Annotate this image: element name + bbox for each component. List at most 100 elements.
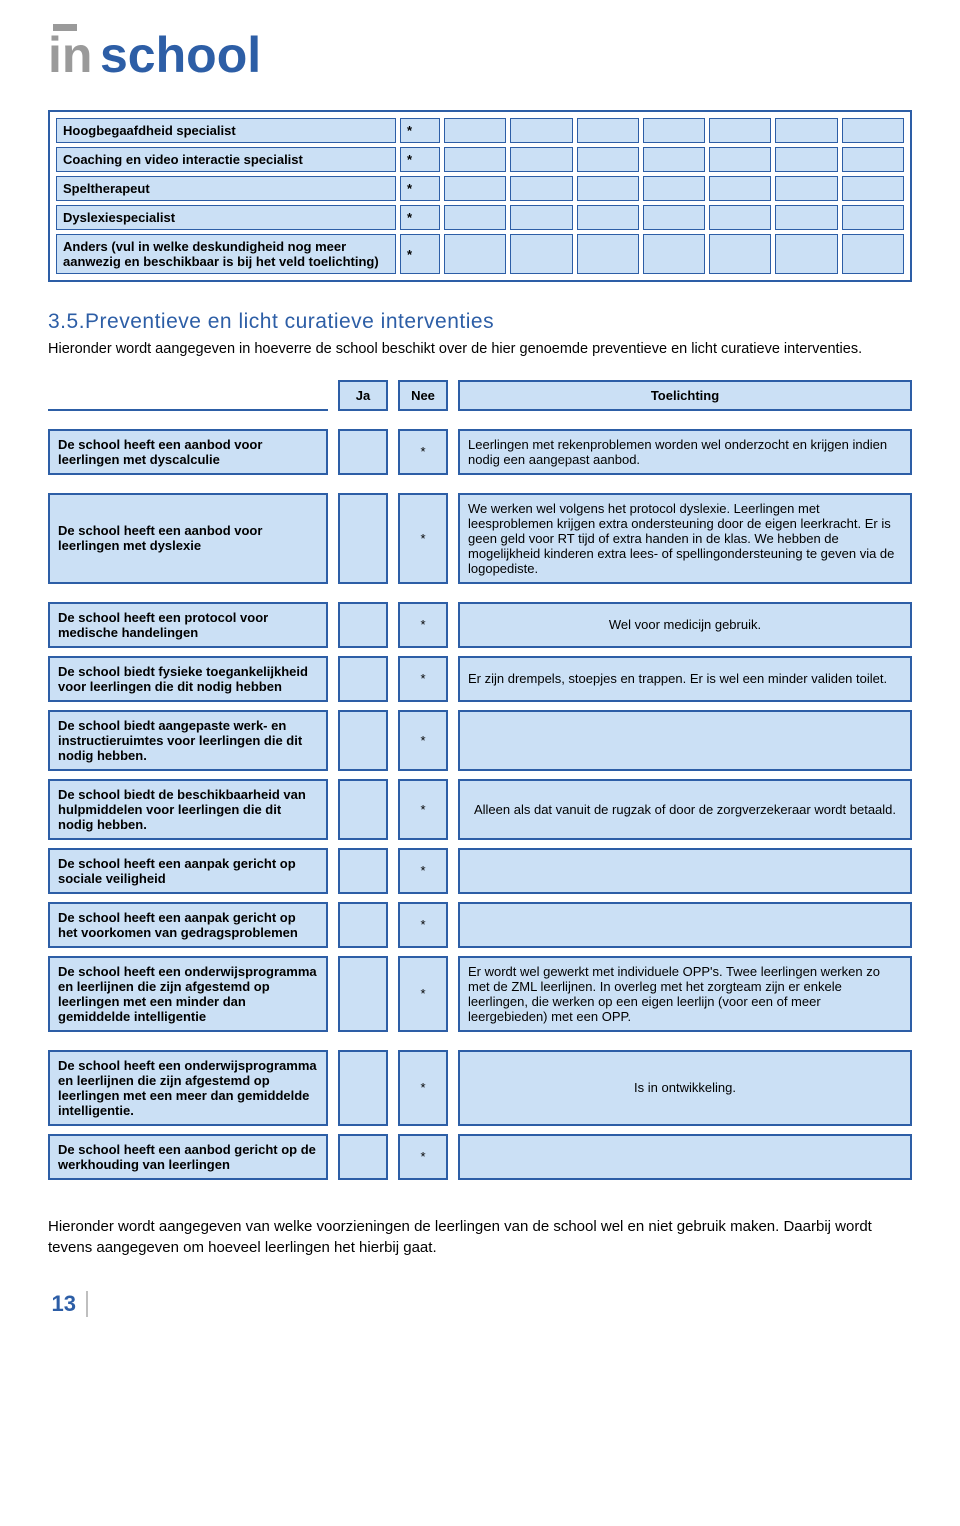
intervention-explanation: Is in ontwikkeling. bbox=[458, 1050, 912, 1126]
expertise-mark: * bbox=[400, 234, 440, 274]
intervention-ja bbox=[338, 956, 388, 1032]
intervention-row: De school heeft een onderwijsprogramma e… bbox=[48, 956, 912, 1032]
inschool-logo: in school bbox=[48, 24, 338, 82]
intervention-question: De school heeft een aanbod voor leerling… bbox=[48, 429, 328, 475]
intervention-row: De school biedt aangepaste werk- en inst… bbox=[48, 710, 912, 771]
intervention-ja bbox=[338, 656, 388, 702]
expertise-blank-cell bbox=[444, 118, 506, 143]
intervention-question: De school heeft een onderwijsprogramma e… bbox=[48, 956, 328, 1032]
expertise-mark: * bbox=[400, 147, 440, 172]
intervention-row: De school biedt fysieke toegankelijkheid… bbox=[48, 656, 912, 702]
intervention-nee: * bbox=[398, 429, 448, 475]
intervention-explanation: We werken wel volgens het protocol dysle… bbox=[458, 493, 912, 584]
expertise-blank-cell bbox=[775, 205, 837, 230]
expertise-blank-cell bbox=[775, 234, 837, 274]
intervention-nee: * bbox=[398, 493, 448, 584]
header-question bbox=[48, 380, 328, 411]
expertise-blank-cell bbox=[577, 205, 639, 230]
expertise-blank-cell bbox=[444, 147, 506, 172]
logo-in: in bbox=[48, 27, 92, 82]
expertise-row: Dyslexiespecialist* bbox=[56, 205, 904, 230]
interventions-header-row: Ja Nee Toelichting bbox=[48, 380, 912, 411]
expertise-blank-cell bbox=[510, 118, 572, 143]
page-container: in school Hoogbegaafdheid specialist* Co… bbox=[0, 0, 960, 1349]
expertise-blank-cell bbox=[577, 234, 639, 274]
expertise-blank-cell bbox=[444, 176, 506, 201]
expertise-blank-cell bbox=[444, 205, 506, 230]
expertise-row: Hoogbegaafdheid specialist* bbox=[56, 118, 904, 143]
intervention-row: De school heeft een aanpak gericht op so… bbox=[48, 848, 912, 894]
expertise-row: Speltherapeut* bbox=[56, 176, 904, 201]
expertise-label: Coaching en video interactie specialist bbox=[56, 147, 396, 172]
bottom-paragraph: Hieronder wordt aangegeven van welke voo… bbox=[48, 1216, 912, 1258]
expertise-blank-cell bbox=[577, 176, 639, 201]
logo-school: school bbox=[100, 27, 261, 82]
intervention-row: De school biedt de beschikbaarheid van h… bbox=[48, 779, 912, 840]
expertise-blank-cell bbox=[709, 205, 771, 230]
intervention-ja bbox=[338, 602, 388, 648]
expertise-blank-cell bbox=[709, 118, 771, 143]
expertise-blank-cell bbox=[842, 205, 904, 230]
intervention-question: De school biedt fysieke toegankelijkheid… bbox=[48, 656, 328, 702]
section-heading: 3.5.Preventieve en licht curatieve inter… bbox=[48, 310, 912, 334]
expertise-blank-cell bbox=[577, 118, 639, 143]
intervention-explanation bbox=[458, 848, 912, 894]
intervention-nee: * bbox=[398, 602, 448, 648]
interventions-table: Ja Nee Toelichting De school heeft een a… bbox=[48, 380, 912, 1180]
expertise-blank-cell bbox=[775, 176, 837, 201]
intervention-question: De school biedt de beschikbaarheid van h… bbox=[48, 779, 328, 840]
expertise-blank-cell bbox=[842, 176, 904, 201]
intervention-explanation: Er wordt wel gewerkt met individuele OPP… bbox=[458, 956, 912, 1032]
header-nee: Nee bbox=[398, 380, 448, 411]
expertise-label: Anders (vul in welke deskundigheid nog m… bbox=[56, 234, 396, 274]
expertise-row: Anders (vul in welke deskundigheid nog m… bbox=[56, 234, 904, 274]
expertise-blank-cell bbox=[775, 118, 837, 143]
intervention-explanation: Alleen als dat vanuit de rugzak of door … bbox=[458, 779, 912, 840]
intervention-nee: * bbox=[398, 848, 448, 894]
expertise-blank-cell bbox=[643, 176, 705, 201]
logo: in school bbox=[48, 24, 912, 82]
expertise-blank-cell bbox=[775, 147, 837, 172]
expertise-table: Hoogbegaafdheid specialist* Coaching en … bbox=[48, 110, 912, 282]
header-ja: Ja bbox=[338, 380, 388, 411]
intervention-nee: * bbox=[398, 902, 448, 948]
intervention-question: De school heeft een protocol voor medisc… bbox=[48, 602, 328, 648]
expertise-label: Hoogbegaafdheid specialist bbox=[56, 118, 396, 143]
expertise-blank-cell bbox=[842, 234, 904, 274]
intervention-nee: * bbox=[398, 656, 448, 702]
intervention-ja bbox=[338, 848, 388, 894]
expertise-blank-cell bbox=[510, 234, 572, 274]
intervention-explanation: Wel voor medicijn gebruik. bbox=[458, 602, 912, 648]
intervention-row: De school heeft een aanbod voor leerling… bbox=[48, 429, 912, 475]
intervention-ja bbox=[338, 902, 388, 948]
expertise-blank-cell bbox=[510, 176, 572, 201]
intervention-explanation: Er zijn drempels, stoepjes en trappen. E… bbox=[458, 656, 912, 702]
expertise-blank-cell bbox=[444, 234, 506, 274]
intervention-question: De school heeft een aanbod gericht op de… bbox=[48, 1134, 328, 1180]
intervention-question: De school heeft een aanpak gericht op he… bbox=[48, 902, 328, 948]
intervention-explanation bbox=[458, 902, 912, 948]
page-footer: 13 bbox=[48, 1273, 912, 1317]
intervention-ja bbox=[338, 1050, 388, 1126]
intervention-ja bbox=[338, 710, 388, 771]
section-intro: Hieronder wordt aangegeven in hoeverre d… bbox=[48, 340, 912, 360]
intervention-question: De school heeft een aanpak gericht op so… bbox=[48, 848, 328, 894]
intervention-nee: * bbox=[398, 779, 448, 840]
expertise-blank-cell bbox=[842, 147, 904, 172]
intervention-explanation: Leerlingen met rekenproblemen worden wel… bbox=[458, 429, 912, 475]
page-number: 13 bbox=[48, 1291, 88, 1317]
expertise-blank-cell bbox=[709, 176, 771, 201]
expertise-blank-cell bbox=[643, 205, 705, 230]
intervention-ja bbox=[338, 493, 388, 584]
expertise-mark: * bbox=[400, 118, 440, 143]
intervention-question: De school heeft een onderwijsprogramma e… bbox=[48, 1050, 328, 1126]
expertise-row: Coaching en video interactie specialist* bbox=[56, 147, 904, 172]
intervention-nee: * bbox=[398, 1134, 448, 1180]
expertise-label: Dyslexiespecialist bbox=[56, 205, 396, 230]
intervention-explanation bbox=[458, 1134, 912, 1180]
expertise-blank-cell bbox=[510, 205, 572, 230]
expertise-label: Speltherapeut bbox=[56, 176, 396, 201]
expertise-mark: * bbox=[400, 176, 440, 201]
expertise-blank-cell bbox=[709, 147, 771, 172]
expertise-blank-cell bbox=[709, 234, 771, 274]
